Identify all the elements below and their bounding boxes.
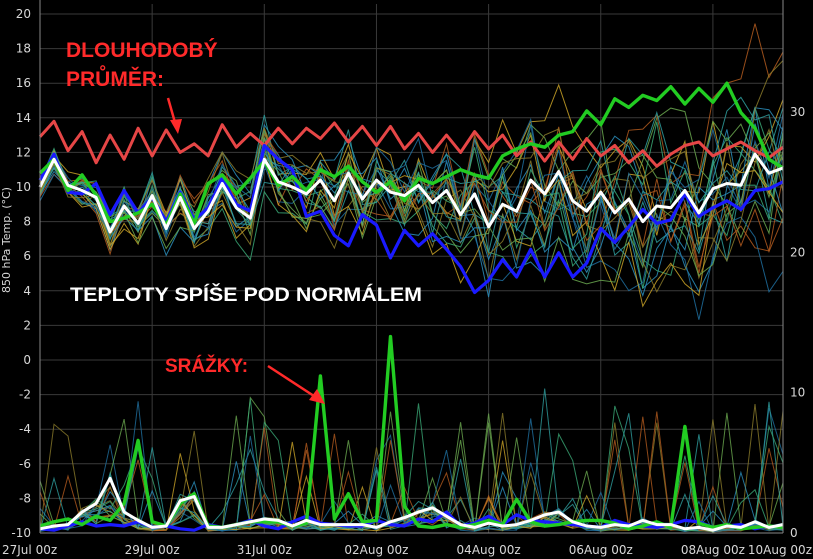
x-tick-label: 31Jul 00z	[237, 543, 292, 557]
y-tick-label: 8	[23, 215, 31, 229]
y-tick-label: 0	[23, 353, 31, 367]
y-tick-label: 12	[16, 145, 31, 159]
arrow-to-climate-line	[166, 97, 182, 134]
y-tick-label: 4	[23, 284, 31, 298]
y-tick-label: 20	[16, 7, 31, 21]
climate-annotation-line1: DLOUHODOBÝ	[66, 38, 218, 62]
x-tick-label: 02Aug 00z	[344, 543, 408, 557]
y2-tick-label: 30	[790, 105, 805, 119]
member-temp-line	[39, 107, 784, 297]
annotations: DLOUHODOBÝ PRŮMĚR: TEPLOTY SPÍŠE POD NOR…	[66, 38, 422, 404]
y-axis-label: 850 hPa Temp. (°C)	[0, 187, 13, 293]
grid	[39, 4, 783, 534]
x-tick-label: 10Aug 00z	[748, 543, 812, 557]
x-tick-label: 06Aug 00z	[569, 543, 633, 557]
x-tick-label: 29Jul 00z	[125, 543, 180, 557]
y2-tick-label: 10	[790, 386, 805, 400]
x-tick-label: 27Jul 00z	[2, 543, 57, 557]
x-tick-label: 04Aug 00z	[457, 543, 521, 557]
precip-annotation: SRÁŽKY:	[165, 355, 248, 377]
y-tick-label: -8	[19, 491, 31, 505]
temp-line-climate-mean	[38, 119, 784, 168]
temperature-annotation: TEPLOTY SPÍŠE POD NORMÁLEM	[70, 284, 422, 306]
y-tick-label: 14	[16, 111, 31, 125]
y-tick-label: 18	[16, 42, 31, 56]
y-tick-label: 10	[16, 180, 31, 194]
y-tick-label: -2	[19, 388, 31, 402]
member-temp-line	[39, 127, 784, 293]
arrow-to-precip	[267, 364, 325, 404]
y2-tick-label: 20	[790, 245, 805, 259]
temp-line-operational	[38, 143, 784, 295]
member-temp-line	[39, 113, 784, 252]
ensemble-members	[39, 23, 784, 533]
x-tick-label: 08Aug 00z	[681, 543, 745, 557]
y-tick-label: -4	[19, 422, 31, 436]
climate-annotation-line2: PRŮMĚR:	[66, 65, 164, 91]
y-tick-label: 2	[23, 318, 31, 332]
y-tick-label: 16	[16, 76, 31, 90]
y-tick-label: -10	[11, 526, 31, 540]
y2-tick-label: 0	[790, 526, 798, 540]
temp-line-ensemble-mean	[38, 152, 784, 234]
y-tick-label: 6	[23, 249, 31, 263]
main-lines	[38, 81, 784, 532]
precip-line-ensemble-mean	[39, 476, 784, 532]
y-tick-label: -6	[19, 457, 31, 471]
